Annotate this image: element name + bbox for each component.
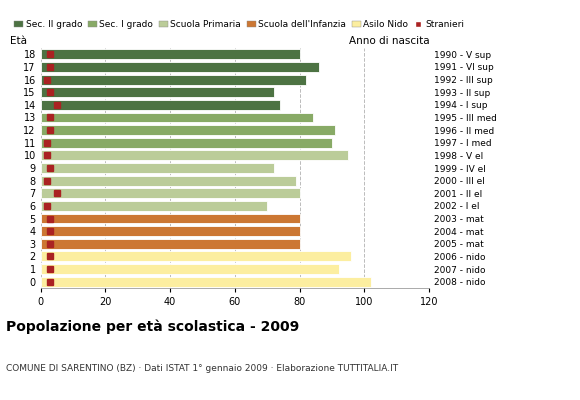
Bar [41,49,300,59]
Bar [41,62,319,72]
Bar [41,214,300,224]
Legend: Sec. II grado, Sec. I grado, Scuola Primaria, Scuola dell'Infanzia, Asilo Nido, : Sec. II grado, Sec. I grado, Scuola Prim… [14,20,465,29]
Bar [41,150,348,160]
Bar [41,125,335,135]
Bar [41,100,280,110]
Text: Età: Età [9,36,27,46]
Text: Anno di nascita: Anno di nascita [349,36,429,46]
Bar [41,252,351,261]
Bar [41,138,332,148]
Bar [41,75,306,84]
Bar [41,277,371,287]
Bar [41,176,296,186]
Text: COMUNE DI SARENTINO (BZ) · Dati ISTAT 1° gennaio 2009 · Elaborazione TUTTITALIA.: COMUNE DI SARENTINO (BZ) · Dati ISTAT 1°… [6,364,398,373]
Text: Popolazione per età scolastica - 2009: Popolazione per età scolastica - 2009 [6,320,299,334]
Bar [41,188,300,198]
Bar [41,163,274,173]
Bar [41,201,267,211]
Bar [41,226,300,236]
Bar [41,87,274,97]
Bar [41,239,300,249]
Bar [41,264,339,274]
Bar [41,112,313,122]
